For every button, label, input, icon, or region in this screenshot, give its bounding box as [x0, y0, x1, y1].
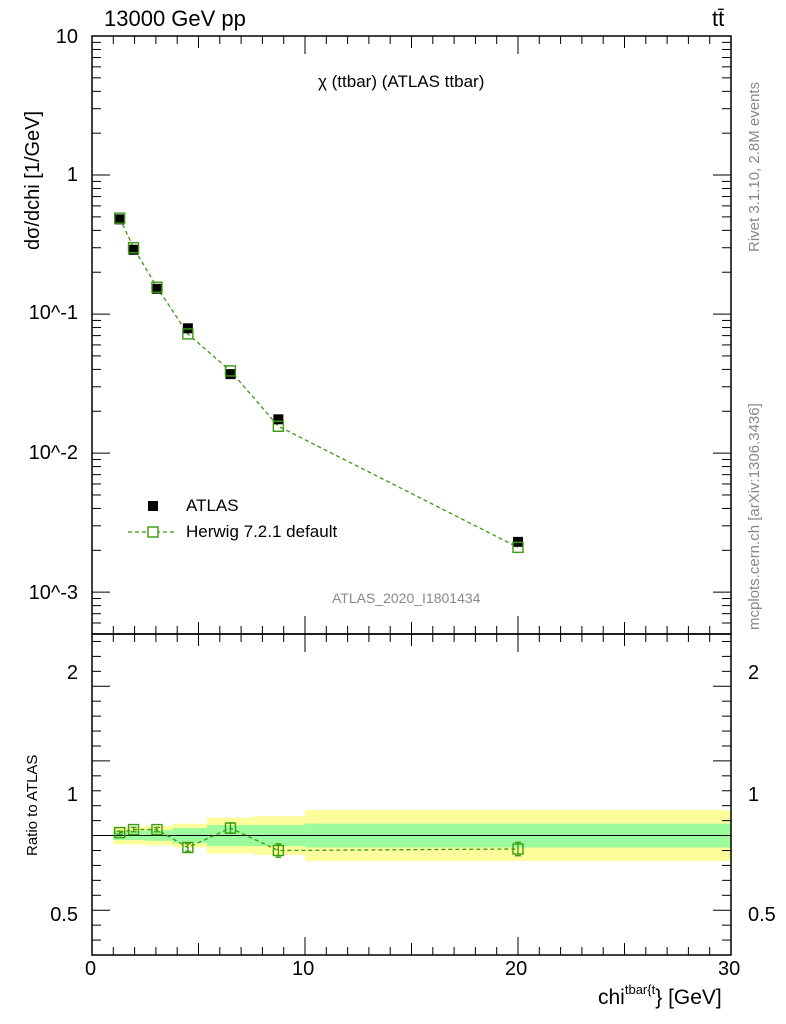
ratio-herwig-points — [113, 822, 524, 858]
ratio-y-tick-label-2: 2 — [66, 662, 78, 684]
herwig-point — [224, 365, 237, 377]
ratio-axis-ticks — [91, 634, 732, 956]
y-axis-title: dσ/dchi [1/GeV] — [22, 110, 44, 250]
final-state-label: tt̄ — [712, 6, 725, 31]
herwig-point — [113, 212, 126, 224]
atlas-point — [273, 414, 284, 425]
herwig-point — [127, 242, 140, 254]
ratio-y-tick-label-1-right: 1 — [748, 784, 760, 806]
y-tick-label-0.01: 10^-2 — [28, 442, 78, 464]
main-plot-frame — [91, 35, 732, 635]
x-tick-label-10: 10 — [292, 958, 315, 980]
x-tick-label-30: 30 — [718, 958, 741, 980]
main-frame-rect — [91, 35, 732, 635]
analysis-watermark: ATLAS_2020_I1801434 — [332, 590, 481, 606]
ratio-plot-frame — [91, 633, 732, 956]
herwig-points — [113, 212, 524, 554]
herwig-line — [119, 217, 519, 548]
atlas-point — [114, 214, 125, 225]
herwig-dashed-line — [119, 217, 519, 548]
atlas-data-points — [114, 214, 523, 547]
x-axis-title-tail: } [GeV] — [655, 986, 722, 1009]
x-axis-title-main: chi — [598, 986, 625, 1009]
ratio-herwig-point — [224, 822, 237, 834]
process-label: 13000 GeV pp — [104, 6, 246, 31]
x-axis-title: chitbar{t} [GeV] — [598, 982, 722, 1010]
legend-herwig-marker — [147, 526, 159, 538]
ratio-y-tick-label-0.5-right: 0.5 — [748, 904, 776, 926]
atlas-point — [151, 283, 162, 294]
herwig-point — [151, 281, 163, 293]
mcplots-label: mcplots.cern.ch [arXiv:1306.3436] — [746, 403, 763, 630]
ratio-y-axis-title: Ratio to ATLAS — [24, 754, 41, 856]
ratio-herwig-point — [151, 823, 163, 836]
x-tick-label-0: 0 — [85, 958, 97, 980]
ratio-y-tick-label-0.5: 0.5 — [50, 904, 78, 926]
y-tick-label-0.001: 10^-3 — [28, 582, 78, 604]
ratio-herwig-point — [272, 844, 285, 857]
legend-herwig-label: Herwig 7.2.1 default — [186, 522, 338, 541]
x-axis-title-sup: tbar{t — [624, 982, 656, 997]
herwig-point — [272, 420, 285, 432]
legend-atlas-label: ATLAS — [186, 496, 239, 515]
ratio-herwig-point — [113, 826, 126, 839]
ratio-herwig-point — [127, 823, 140, 836]
chart-title: χ (ttbar) (ATLAS ttbar) — [318, 72, 485, 91]
ratio-frame-rect — [91, 633, 732, 956]
y-tick-label-1: 1 — [66, 164, 78, 186]
y-tick-label-0.1: 10^-1 — [28, 302, 78, 324]
legend-atlas-marker — [148, 501, 158, 511]
rivet-version-label: Rivet 3.1.10, 2.8M events — [746, 81, 763, 252]
main-axis-ticks — [91, 35, 732, 635]
legend-marks — [128, 501, 176, 538]
atlas-point — [128, 244, 139, 255]
atlas-point — [225, 369, 236, 380]
ratio-y-tick-label-2-right: 2 — [748, 662, 760, 684]
ratio-y-tick-label-1: 1 — [66, 784, 78, 806]
herwig-point — [182, 328, 194, 340]
ratio-herwig-point — [512, 843, 524, 855]
y-tick-label-10: 10 — [55, 26, 78, 48]
x-tick-label-20: 20 — [505, 958, 528, 980]
ratio-herwig-point — [182, 841, 194, 854]
herwig-point — [512, 541, 524, 554]
